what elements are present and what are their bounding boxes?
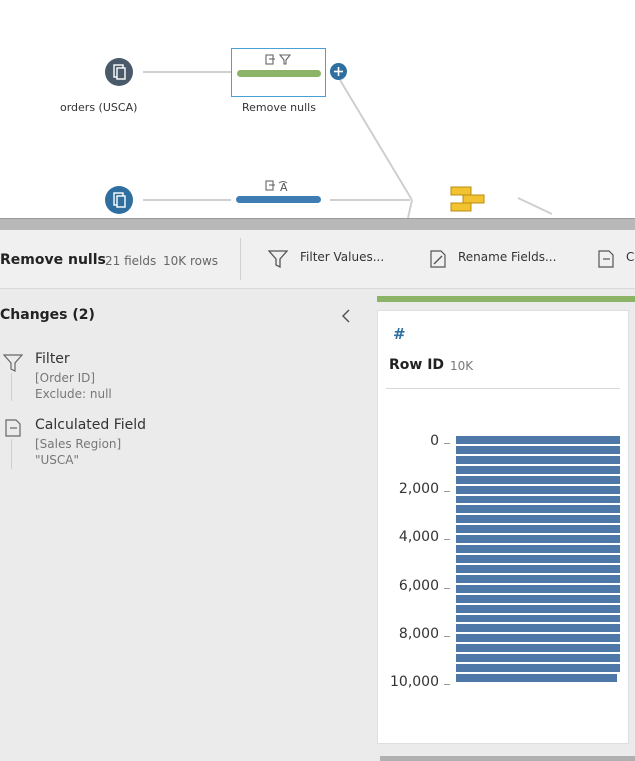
union-node[interactable] (450, 186, 486, 214)
create-calculated-field-button[interactable]: C (626, 250, 635, 264)
calc-field-icon (598, 250, 614, 268)
step-type-icons (265, 54, 292, 65)
step-node-remove-nulls[interactable] (231, 48, 326, 97)
field-name: Row ID (389, 357, 445, 373)
y-tick-mark (444, 491, 450, 493)
change-connector-line (11, 439, 12, 469)
step-green-bar (237, 70, 321, 77)
step-blue-bar (236, 196, 321, 203)
rename-icon (430, 250, 446, 268)
y-tick-mark (444, 635, 450, 637)
step-toolbar: Remove nulls 21 fields 10K rows Filter V… (0, 230, 635, 289)
histogram-bar[interactable] (456, 574, 620, 583)
histogram-bar[interactable] (456, 644, 620, 653)
input-node-orders[interactable] (105, 58, 133, 86)
histogram-bar[interactable] (456, 654, 620, 663)
change-name: Filter (35, 351, 70, 367)
y-tick-label: 10,000 (390, 674, 439, 690)
change-field: [Order ID] (35, 371, 96, 385)
step-node-label: Remove nulls (242, 101, 316, 114)
filter-icon (268, 250, 288, 269)
histogram-bar[interactable] (456, 515, 620, 524)
change-name: Calculated Field (35, 417, 147, 433)
histogram-bar[interactable] (456, 485, 620, 494)
field-count: 21 fields (105, 254, 157, 268)
y-tick-mark (444, 684, 450, 685)
input-file-icon (113, 64, 126, 80)
histogram-bar[interactable] (456, 664, 620, 673)
number-type-icon[interactable]: # (393, 325, 406, 343)
field-count: 10K (450, 359, 474, 373)
y-tick-mark (444, 587, 450, 589)
input-node-label: orders (USCA) (60, 101, 138, 114)
rename-fields-button[interactable]: Rename Fields... (458, 250, 557, 264)
row-count: 10K rows (163, 254, 219, 268)
flow-canvas[interactable]: orders (USCA) Remove nulls A (0, 0, 635, 218)
histogram-bar[interactable] (456, 624, 620, 633)
change-field: [Sales Region] (35, 437, 122, 451)
card-divider (386, 388, 620, 389)
y-tick-mark (444, 443, 450, 444)
flow-connector (330, 199, 410, 201)
add-step-button[interactable] (330, 63, 347, 80)
panel-splitter[interactable] (0, 218, 635, 230)
histogram-bar[interactable] (456, 674, 617, 682)
histogram-bar[interactable] (456, 594, 620, 603)
flow-connector (143, 199, 231, 201)
histogram-bar[interactable] (456, 525, 620, 534)
input-file-icon (113, 192, 126, 208)
row-id-histogram[interactable]: 0 2,000 4,000 6,000 8,000 10,000 (378, 311, 628, 743)
histogram-bar[interactable] (456, 555, 620, 563)
y-tick-label: 0 (430, 433, 439, 449)
profile-step-color-bar (377, 296, 635, 302)
changes-title: Changes (2) (0, 307, 95, 323)
change-rule: Exclude: null (35, 387, 112, 401)
plus-icon (334, 67, 343, 76)
histogram-bar[interactable] (456, 564, 620, 573)
profile-card-row-id[interactable]: # Row ID 10K 0 2,000 4,000 6,000 8,000 10,000 (377, 310, 629, 744)
y-tick-mark (444, 539, 450, 541)
histogram-bar[interactable] (456, 535, 620, 544)
step-node-2[interactable]: A (233, 178, 325, 208)
filter-icon (3, 354, 23, 372)
histogram-bar[interactable] (456, 465, 620, 474)
histogram-bar[interactable] (456, 614, 620, 623)
change-connector-line (11, 373, 12, 401)
change-expression: "USCA" (35, 453, 80, 467)
step-type-icons: A (265, 180, 288, 194)
input-node-2[interactable] (105, 186, 133, 214)
collapse-chevron-icon[interactable] (340, 309, 352, 323)
calc-field-icon (5, 419, 21, 437)
flow-connector (143, 71, 231, 73)
y-tick-label: 2,000 (398, 481, 439, 498)
horizontal-scrollbar[interactable] (380, 756, 635, 761)
flow-link-lines (339, 79, 553, 218)
histogram-bar[interactable] (456, 495, 620, 504)
changes-panel: Changes (2) Filter [Order ID] Exclude: n… (0, 289, 372, 761)
histogram-bar[interactable] (456, 545, 620, 554)
histogram-bar[interactable] (456, 634, 620, 643)
y-tick-label: 8,000 (398, 625, 439, 642)
toolbar-divider (240, 238, 241, 280)
histogram-bar[interactable] (456, 436, 620, 444)
svg-text:A: A (280, 181, 288, 194)
union-icon (450, 186, 485, 212)
y-tick-label: 6,000 (398, 577, 439, 594)
histogram-bar[interactable] (456, 445, 620, 454)
step-name: Remove nulls (0, 252, 106, 268)
histogram-bar[interactable] (456, 455, 620, 464)
filter-values-button[interactable]: Filter Values... (300, 250, 385, 264)
y-tick-label: 4,000 (398, 529, 439, 546)
histogram-bar[interactable] (456, 505, 620, 514)
histogram-bar[interactable] (456, 584, 620, 593)
histogram-bar[interactable] (456, 475, 620, 484)
histogram-bar[interactable] (456, 604, 620, 613)
